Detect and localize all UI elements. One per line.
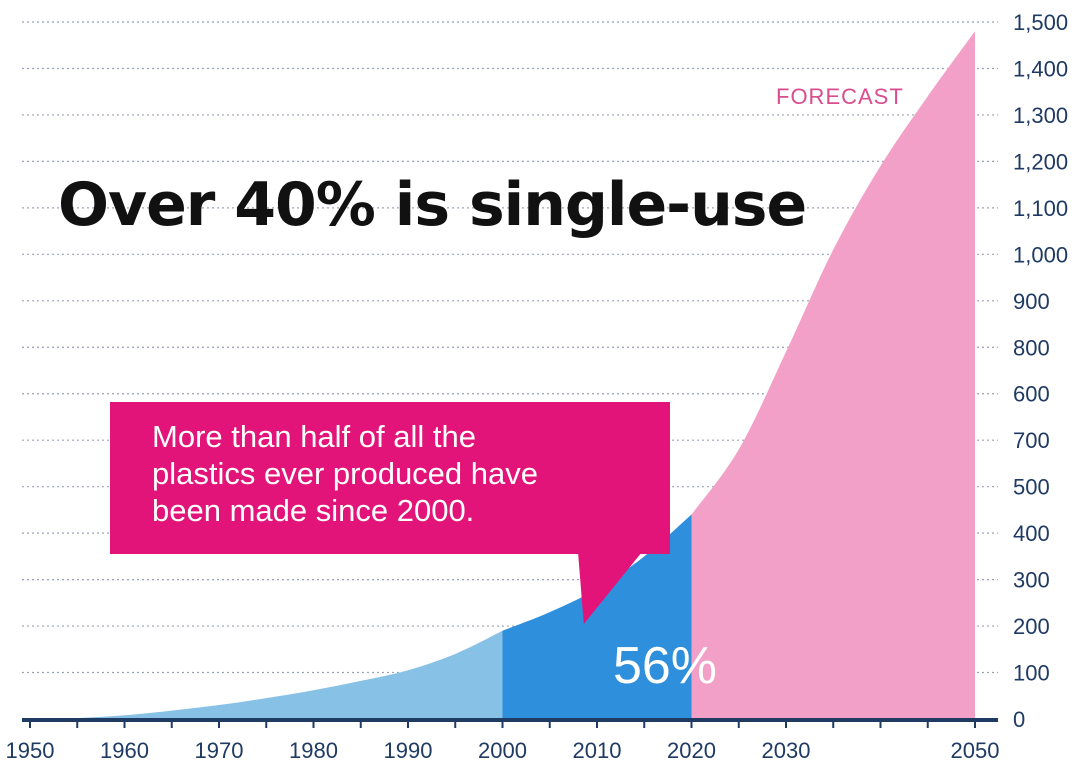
y-tick-label: 500: [1013, 475, 1050, 500]
x-tick-label: 1970: [195, 738, 244, 763]
y-tick-label: 100: [1013, 661, 1050, 686]
x-tick-label: 1980: [289, 738, 338, 763]
callout-box: More than half of all the plastics ever …: [110, 402, 670, 554]
area-since-2000: [502, 514, 692, 719]
x-tick-label: 2020: [667, 738, 716, 763]
area-forecast: [691, 31, 975, 719]
y-tick-label: 900: [1013, 289, 1050, 314]
y-tick-label: 1,100: [1013, 196, 1068, 221]
y-tick-label: 600: [1013, 382, 1050, 407]
y-axis-tick-labels: 0 100 200 300 400 500 700 600 800 900 1,000 1,100 1,…: [1013, 10, 1068, 732]
area-series: [30, 31, 975, 719]
headline: Over 40% is single-use: [58, 170, 807, 240]
area-historic: [30, 630, 503, 719]
y-tick-label: 200: [1013, 614, 1050, 639]
callout-line: More than half of all the: [152, 419, 476, 454]
x-tick-label: 1950: [6, 738, 55, 763]
y-tick-label: 1,300: [1013, 103, 1068, 128]
callout-line: been made since 2000.: [152, 493, 475, 528]
y-tick-label: 1,200: [1013, 149, 1068, 174]
forecast-label: FORECAST: [776, 84, 904, 109]
y-tick-label: 400: [1013, 521, 1050, 546]
callout-text: More than half of all the plastics ever …: [152, 418, 650, 529]
x-tick-label: 2010: [573, 738, 622, 763]
y-tick-label: 300: [1013, 568, 1050, 593]
x-axis: [22, 718, 998, 728]
x-tick-label: 2050: [951, 738, 1000, 763]
share-label: 56%: [612, 637, 718, 695]
y-tick-label: 1,500: [1013, 10, 1068, 35]
x-axis-tick-labels: 1950 1960 1970 1980 1990 2000 2010 2020 2030 2050: [6, 738, 1000, 763]
y-tick-label: 1,400: [1013, 56, 1068, 81]
x-tick-label: 1960: [100, 738, 149, 763]
y-tick-label: 0: [1013, 707, 1025, 732]
y-tick-label: 1,000: [1013, 242, 1068, 267]
callout-line: plastics ever produced have: [152, 456, 539, 491]
y-tick-label: 800: [1013, 335, 1050, 360]
x-tick-label: 2000: [478, 738, 527, 763]
x-tick-label: 1990: [384, 738, 433, 763]
x-tick-label: 2030: [762, 738, 811, 763]
y-tick-label: 700: [1013, 428, 1050, 453]
